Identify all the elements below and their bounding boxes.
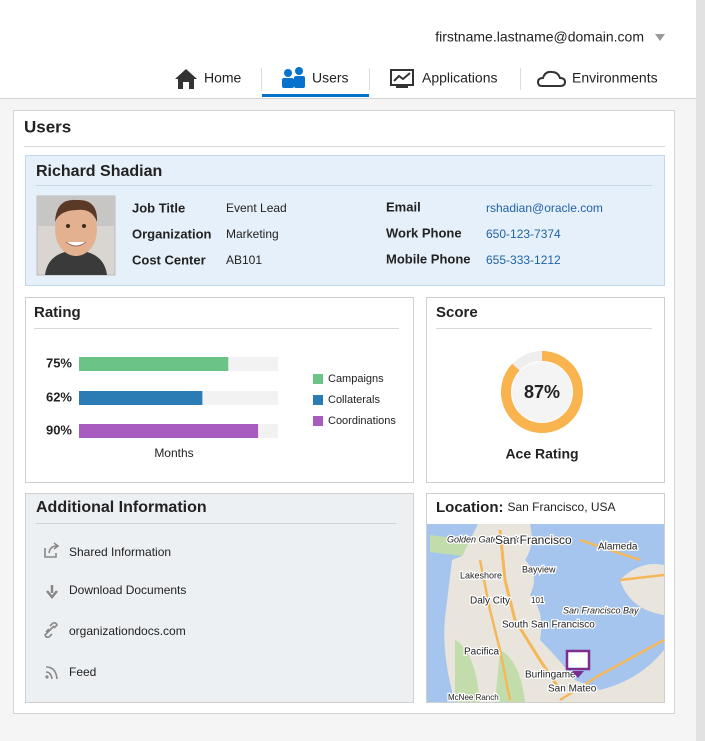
map-label: Burlingame bbox=[525, 670, 576, 681]
map-label: South San Francisco bbox=[502, 620, 595, 631]
photo bbox=[37, 196, 115, 275]
map-label: Alameda bbox=[598, 542, 638, 553]
field-label: Job Title bbox=[132, 200, 185, 215]
phone-link[interactable]: 650-123-7374 bbox=[486, 227, 561, 241]
rating-panel bbox=[26, 298, 414, 483]
field-label: Organization bbox=[132, 226, 212, 241]
map-label: Lakeshore bbox=[460, 570, 502, 580]
info-link[interactable]: Download Documents bbox=[69, 583, 186, 597]
field-value: Marketing bbox=[226, 227, 279, 241]
tab[interactable]: Applications bbox=[422, 70, 498, 86]
legend-label: Campaigns bbox=[328, 373, 384, 385]
field-value: AB101 bbox=[226, 253, 262, 267]
value-label: 62% bbox=[46, 389, 72, 404]
tab[interactable]: Users bbox=[312, 70, 349, 86]
user-email[interactable]: firstname.lastname@domain.com bbox=[435, 29, 644, 45]
tab[interactable]: Home bbox=[204, 70, 242, 86]
field-value: Event Lead bbox=[226, 201, 287, 215]
feed-dot bbox=[45, 675, 48, 678]
panel-title: Additional Information bbox=[36, 499, 207, 516]
panel-title: Location: San Francisco, USA bbox=[436, 499, 616, 516]
legend-label: Collaterals bbox=[328, 394, 380, 406]
map-label: San Francisco Bay bbox=[563, 605, 639, 615]
field-label: Cost Center bbox=[132, 252, 206, 267]
location-value: San Francisco, USA bbox=[508, 500, 616, 514]
legend-swatch bbox=[313, 395, 323, 405]
map-label: San Francisco bbox=[495, 533, 572, 547]
bar bbox=[79, 424, 258, 438]
edge bbox=[696, 0, 705, 741]
map-label: 101 bbox=[531, 596, 545, 605]
value-label: 90% bbox=[46, 422, 72, 437]
tab[interactable]: Environments bbox=[572, 70, 658, 86]
phone-link[interactable]: 655-333-1212 bbox=[486, 253, 561, 267]
field-label: Work Phone bbox=[386, 225, 462, 240]
score-value: 87% bbox=[524, 382, 560, 402]
map: Golden Gate ParkSan FranciscoAlamedaLake… bbox=[427, 524, 664, 702]
info-link[interactable]: organizationdocs.com bbox=[69, 624, 186, 638]
profile-name: Richard Shadian bbox=[36, 163, 162, 180]
bar bbox=[79, 391, 202, 405]
email-link[interactable]: rshadian@oracle.com bbox=[486, 201, 603, 215]
value-label: 75% bbox=[46, 355, 72, 370]
map-label: Daly City bbox=[470, 596, 510, 607]
panel-title: Score bbox=[436, 304, 478, 321]
map-label: Pacifica bbox=[464, 647, 499, 658]
panel-title: Rating bbox=[34, 304, 81, 321]
field-label: Mobile Phone bbox=[386, 251, 471, 266]
bar bbox=[79, 357, 228, 371]
legend-swatch bbox=[313, 374, 323, 384]
location-label: Location: bbox=[436, 499, 504, 516]
active-tab-indicator bbox=[262, 94, 369, 97]
info-link[interactable]: Shared Information bbox=[69, 545, 171, 559]
info-link[interactable]: Feed bbox=[69, 665, 96, 679]
page-title: Users bbox=[24, 117, 71, 136]
field-label: Email bbox=[386, 199, 421, 214]
x-axis-label: Months bbox=[154, 446, 193, 460]
map-label: Bayview bbox=[522, 564, 556, 574]
legend-swatch bbox=[313, 416, 323, 426]
map-label: San Mateo bbox=[548, 684, 597, 695]
score-label: Ace Rating bbox=[505, 446, 578, 462]
map-label: McNee Ranch bbox=[448, 693, 499, 702]
legend-label: Coordinations bbox=[328, 415, 396, 427]
map-marker[interactable] bbox=[567, 651, 589, 669]
